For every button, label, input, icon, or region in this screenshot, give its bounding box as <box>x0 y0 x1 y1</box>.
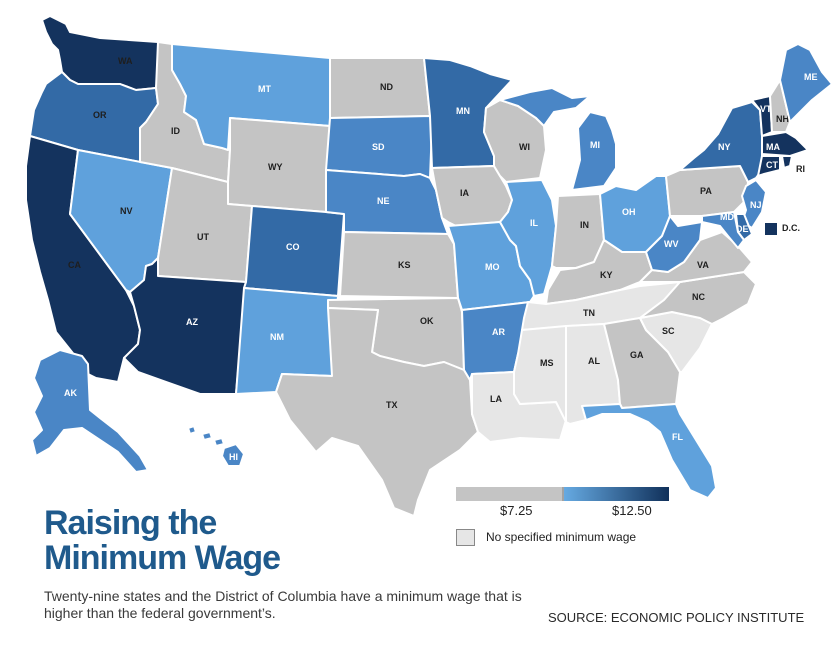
state-label-NM: NM <box>270 332 284 342</box>
state-label-IA: IA <box>460 188 470 198</box>
state-label-VT: VT <box>760 104 772 114</box>
state-ME: ME <box>779 43 833 123</box>
state-label-WA: WA <box>118 56 133 66</box>
state-label-UT: UT <box>197 232 209 242</box>
subtitle: Twenty-nine states and the District of C… <box>44 588 522 621</box>
state-label-ID: ID <box>171 126 181 136</box>
state-label-PA: PA <box>700 186 712 196</box>
state-label-ME: ME <box>804 72 818 82</box>
state-label-NY: NY <box>718 142 731 152</box>
legend-above-segment <box>564 487 669 501</box>
state-label-IN: IN <box>580 220 589 230</box>
state-label-NC: NC <box>692 292 705 302</box>
state-NC: NC <box>639 271 757 325</box>
state-CT: CT <box>757 155 781 177</box>
state-label-CT: CT <box>766 160 778 170</box>
state-label-AK: AK <box>64 388 77 398</box>
state-label-RI: RI <box>796 164 805 174</box>
state-label-NV: NV <box>120 206 133 216</box>
title-line-2: Minimum Wage <box>44 539 281 577</box>
state-label-AR: AR <box>492 327 505 337</box>
state-label-OK: OK <box>420 316 434 326</box>
state-label-KS: KS <box>398 260 411 270</box>
state-label-FL: FL <box>672 432 683 442</box>
state-label-MN: MN <box>456 106 470 116</box>
state-PA: PA <box>665 165 749 217</box>
state-TX: TX <box>275 307 479 517</box>
state-label-OR: OR <box>93 110 107 120</box>
dc-marker <box>765 223 777 235</box>
legend-federal-segment <box>456 487 562 501</box>
state-label-NE: NE <box>377 196 390 206</box>
state-label-AZ: AZ <box>186 317 198 327</box>
state-SD: SD <box>325 115 433 179</box>
state-label-TX: TX <box>386 400 398 410</box>
state-label-NH: NH <box>776 114 789 124</box>
state-label-MA: MA <box>766 142 780 152</box>
state-AK: AK <box>31 349 149 473</box>
source-credit: SOURCE: ECONOMIC POLICY INSTITUTE <box>548 610 805 625</box>
state-label-DE: DE <box>736 224 749 234</box>
state-ND: ND <box>329 57 431 119</box>
legend-none-swatch <box>456 529 475 546</box>
state-label-VA: VA <box>697 260 709 270</box>
state-FL: FL <box>581 403 717 499</box>
state-label-MT: MT <box>258 84 271 94</box>
state-label-CA: CA <box>68 260 81 270</box>
state-label-KY: KY <box>600 270 613 280</box>
state-MA: MA <box>761 131 809 157</box>
state-CO: CO <box>243 205 345 297</box>
legend-low-label: $7.25 <box>500 503 533 518</box>
state-label-OH: OH <box>622 207 636 217</box>
state-label-LA: LA <box>490 394 502 404</box>
state-label-IL: IL <box>530 218 539 228</box>
state-label-MI: MI <box>590 140 600 150</box>
legend-none-label: No specified minimum wage <box>486 530 637 544</box>
title-line-1: Raising the <box>44 504 217 542</box>
state-label-CO: CO <box>286 242 300 252</box>
state-label-ND: ND <box>380 82 393 92</box>
state-NE: NE <box>325 169 449 235</box>
state-MI: MI <box>499 87 617 191</box>
state-label-WI: WI <box>519 142 530 152</box>
state-NJ: NJ <box>741 179 767 229</box>
state-label-GA: GA <box>630 350 644 360</box>
state-AZ: AZ <box>123 257 247 395</box>
legend-high-label: $12.50 <box>612 503 652 518</box>
state-label-WV: WV <box>664 239 679 249</box>
state-label-AL: AL <box>588 356 600 366</box>
state-label-SD: SD <box>372 142 385 152</box>
state-label-MD: MD <box>720 212 734 222</box>
state-KS: KS <box>339 231 459 299</box>
state-label-SC: SC <box>662 326 675 336</box>
legend-gradient <box>456 487 669 501</box>
state-WY: WY <box>227 117 331 213</box>
state-HI: HI <box>187 425 245 467</box>
state-label-NJ: NJ <box>750 200 762 210</box>
state-label-HI: HI <box>229 452 238 462</box>
state-label-TN: TN <box>583 308 595 318</box>
state-label-MO: MO <box>485 262 500 272</box>
state-RI: RI <box>781 155 805 174</box>
state-MD: MD <box>701 211 745 249</box>
state-label-WY: WY <box>268 162 283 172</box>
state-IL: IL <box>499 179 557 297</box>
state-label-MS: MS <box>540 358 554 368</box>
dc-label: D.C. <box>782 223 800 233</box>
state-VT: VT <box>751 95 773 137</box>
state-NH: NH <box>769 79 791 133</box>
state-WV: WV <box>645 215 703 273</box>
